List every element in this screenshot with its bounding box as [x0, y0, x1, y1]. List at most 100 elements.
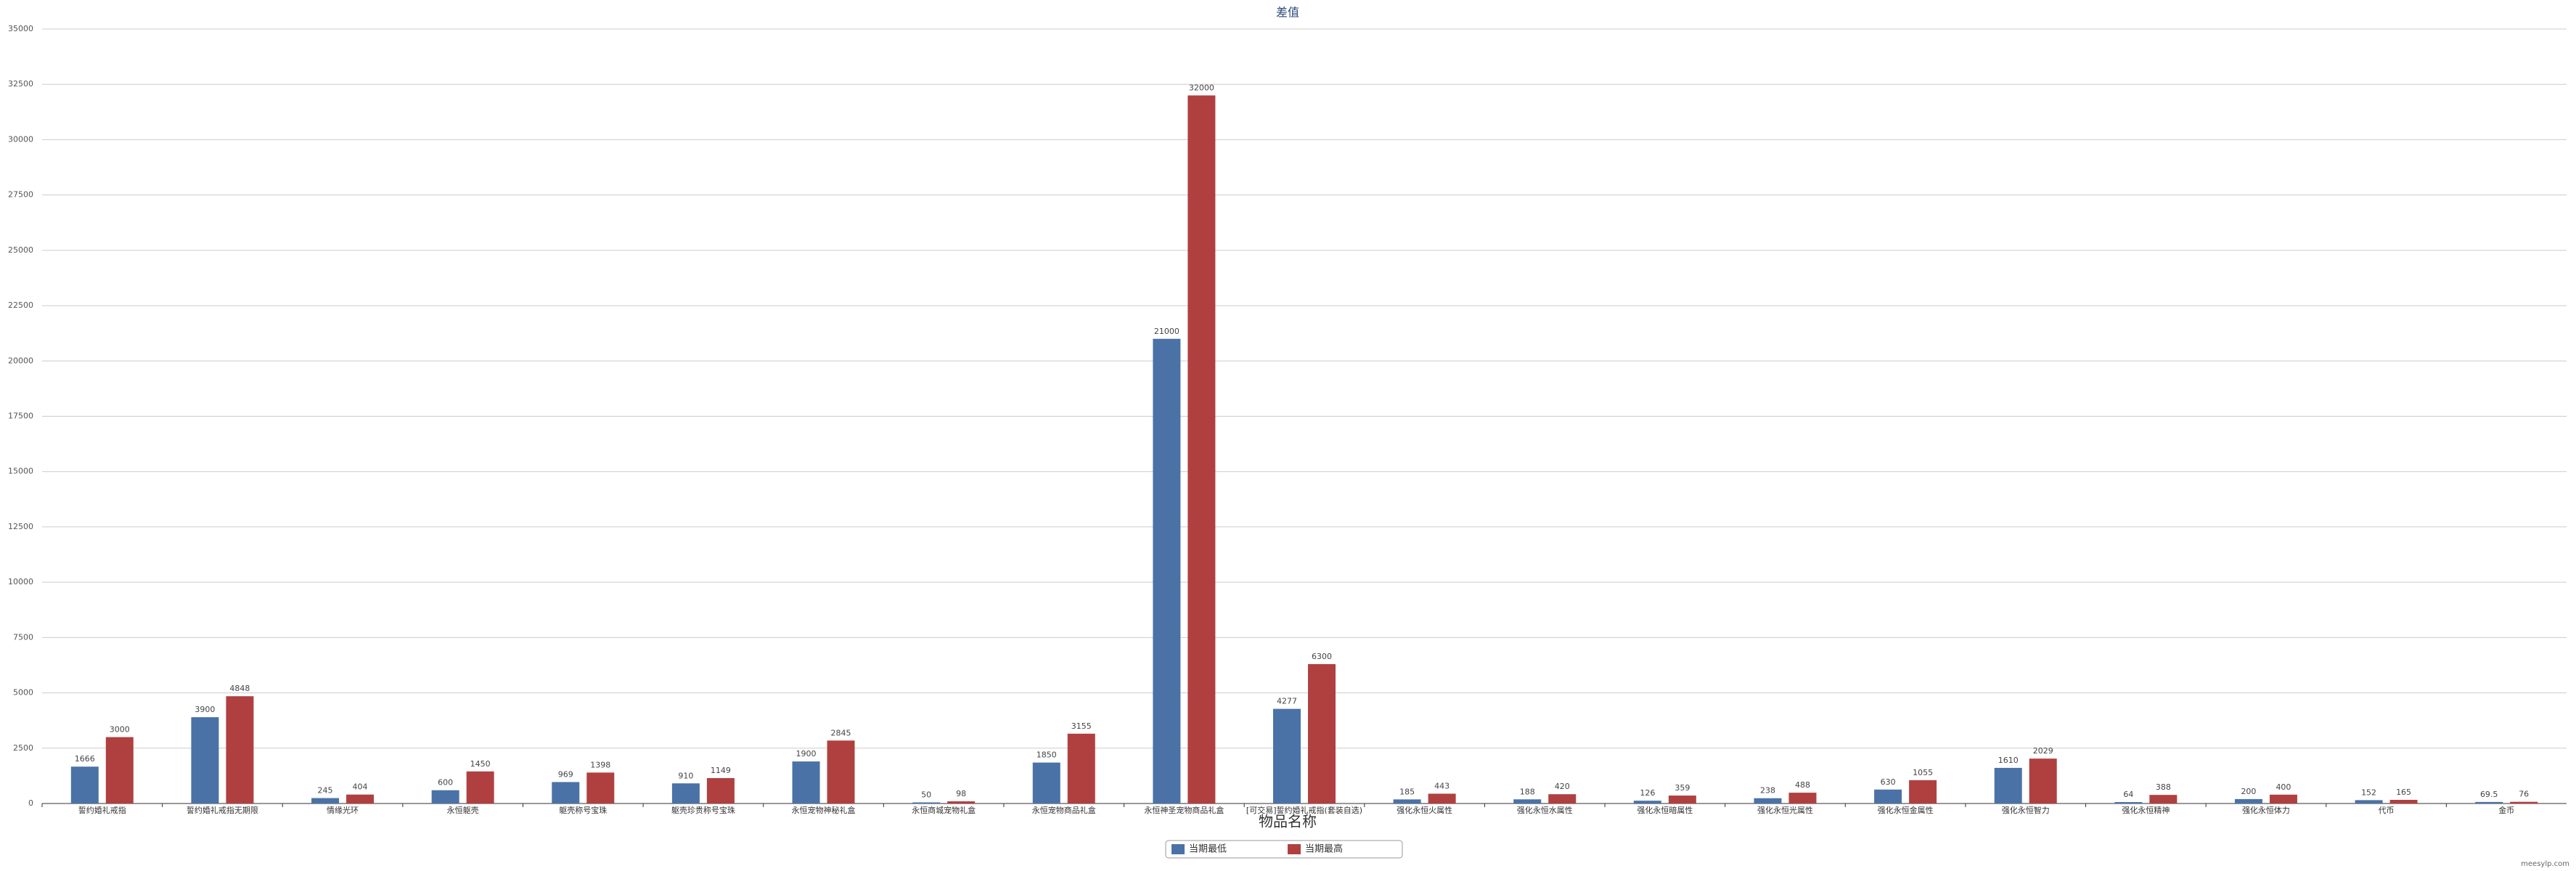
- data-label: 165: [2396, 788, 2411, 797]
- data-label: 2845: [831, 728, 851, 737]
- bar: [827, 740, 855, 803]
- data-label: 185: [1399, 787, 1415, 796]
- legend-swatch: [1288, 844, 1301, 854]
- bar: [2355, 800, 2383, 803]
- x-tick-label: 永恒神圣宠物商品礼盒: [1144, 805, 1224, 815]
- bar: [346, 794, 375, 803]
- data-label: 188: [1520, 787, 1535, 796]
- bar: [1067, 733, 1095, 803]
- data-label: 1149: [711, 766, 731, 775]
- data-label: 245: [318, 786, 333, 796]
- data-label: 1055: [1913, 768, 1933, 777]
- y-tick-label: 15000: [8, 467, 33, 476]
- bar: [431, 790, 459, 803]
- legend-label: 当期最低: [1189, 844, 1227, 855]
- bar: [1393, 799, 1421, 803]
- data-label: 443: [1434, 781, 1449, 790]
- y-tick-label: 20000: [8, 356, 33, 365]
- bar: [947, 801, 976, 803]
- data-label: 200: [2241, 787, 2256, 796]
- bar: [191, 717, 219, 803]
- data-label: 32000: [1189, 83, 1214, 92]
- data-label: 98: [956, 789, 966, 798]
- data-label: 404: [353, 782, 368, 792]
- data-label: 3900: [195, 705, 215, 714]
- data-label: 1610: [1998, 756, 2019, 765]
- data-label: 359: [1675, 783, 1690, 793]
- bar: [1032, 762, 1060, 803]
- data-label: 238: [1760, 786, 1775, 796]
- x-tick-label: 誓约婚礼戒指: [78, 805, 126, 815]
- x-axis-title: 物品名称: [1259, 813, 1317, 830]
- y-tick-label: 10000: [8, 577, 33, 586]
- bar: [2510, 801, 2538, 803]
- x-tick-label: 躯壳珍贵称号宝珠: [671, 805, 735, 815]
- legend-swatch: [1172, 844, 1185, 854]
- x-tick-label: 强化永恒智力: [2002, 805, 2050, 815]
- y-tick-label: 32500: [8, 79, 33, 89]
- bar: [2389, 799, 2418, 803]
- data-label: 126: [1640, 788, 1655, 798]
- watermark: meesylp.com: [2521, 860, 2569, 868]
- data-label: 3155: [1071, 721, 1092, 731]
- data-label: 1666: [75, 754, 95, 764]
- data-label: 400: [2276, 782, 2291, 792]
- x-tick-label: 永恒商城宠物礼盒: [912, 805, 976, 815]
- y-tick-label: 25000: [8, 245, 33, 255]
- bar: [1874, 789, 1902, 803]
- data-label: 64: [2123, 790, 2133, 799]
- y-tick-label: 30000: [8, 134, 33, 144]
- bar: [70, 766, 99, 803]
- bar: [105, 737, 134, 803]
- x-tick-label: [可交易]誓约婚礼戒指(套装自选): [1246, 805, 1362, 815]
- bar: [1548, 794, 1577, 803]
- data-label: 21000: [1154, 327, 1179, 336]
- bar: [1994, 767, 2022, 803]
- bar: [1788, 793, 1817, 803]
- bar: [1668, 796, 1696, 803]
- y-tick-label: 22500: [8, 300, 33, 310]
- bar: [552, 782, 580, 803]
- x-tick-label: 强化永恒精神: [2122, 805, 2170, 815]
- x-tick-label: 永恒宠物商品礼盒: [1032, 805, 1096, 815]
- y-tick-label: 7500: [13, 632, 33, 642]
- x-tick-label: 情缘光环: [327, 805, 359, 815]
- bar: [706, 777, 735, 803]
- bar: [1633, 801, 1661, 803]
- data-label: 4848: [229, 684, 250, 693]
- y-tick-label: 35000: [8, 24, 33, 33]
- x-tick-label: 强化永恒体力: [2242, 805, 2290, 815]
- data-label: 50: [921, 790, 931, 799]
- data-label: 69.5: [2480, 790, 2498, 799]
- bar: [1153, 338, 1181, 803]
- data-label: 152: [2361, 788, 2376, 797]
- x-tick-label: 强化永恒金属性: [1878, 805, 1934, 815]
- y-tick-label: 0: [28, 798, 33, 808]
- data-label: 1450: [470, 759, 491, 769]
- x-tick-label: 金币: [2498, 805, 2514, 815]
- bar: [586, 772, 615, 803]
- data-label: 969: [558, 769, 573, 779]
- bar: [1754, 798, 1782, 803]
- x-tick-label: 永恒躯壳: [447, 805, 479, 815]
- bar: [1428, 793, 1456, 803]
- bar: [2269, 794, 2297, 803]
- y-tick-label: 12500: [8, 522, 33, 531]
- x-tick-label: 躯壳称号宝珠: [559, 805, 607, 815]
- data-label: 420: [1555, 782, 1570, 791]
- x-tick-label: 强化永恒暗属性: [1637, 805, 1693, 815]
- x-tick-label: 永恒宠物神秘礼盒: [792, 805, 856, 815]
- x-tick-label: 强化永恒光属性: [1757, 805, 1813, 815]
- x-tick-label: 强化永恒火属性: [1397, 805, 1452, 815]
- data-label: 76: [2519, 790, 2529, 799]
- data-label: 2029: [2033, 746, 2053, 756]
- bar: [2029, 758, 2057, 803]
- data-label: 1900: [796, 749, 817, 758]
- data-label: 488: [1795, 780, 1810, 790]
- data-label: 4277: [1277, 697, 1297, 706]
- legend-box: [1165, 840, 1403, 859]
- data-label: 600: [438, 778, 453, 788]
- bar: [466, 771, 494, 803]
- bar: [1308, 663, 1336, 803]
